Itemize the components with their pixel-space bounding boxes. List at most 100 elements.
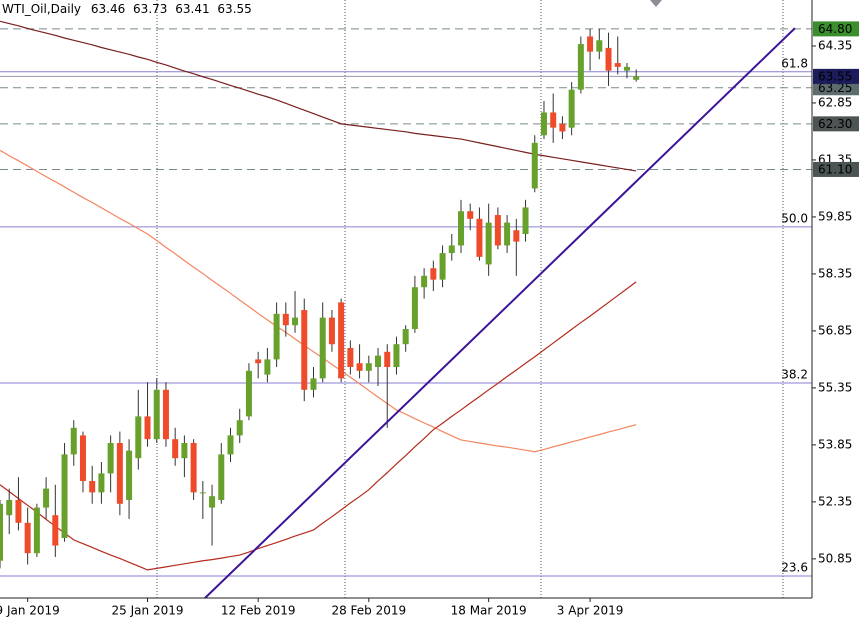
candle-body <box>61 454 68 538</box>
candle-body <box>458 211 464 246</box>
candle-body <box>393 344 400 368</box>
fib-label: 61.8 <box>781 56 808 70</box>
candle-body <box>384 351 391 368</box>
candle-body <box>116 442 123 504</box>
header: WTI_Oil,Daily 63.46 63.73 63.41 63.55 <box>2 2 252 16</box>
candle-body <box>577 44 584 90</box>
open-value: 63.46 <box>91 2 125 16</box>
x-tick-label: 12 Feb 2019 <box>221 604 296 618</box>
candle-body <box>596 40 603 52</box>
candle-body <box>181 442 188 459</box>
trendline <box>204 27 796 599</box>
candle-body <box>559 123 566 132</box>
candle-body <box>107 442 114 474</box>
high-value: 63.73 <box>133 2 167 16</box>
level-tag <box>813 80 859 96</box>
y-tick-label: 50.85 <box>818 551 852 565</box>
candle-body <box>172 439 179 459</box>
candle-body <box>301 310 308 390</box>
candle-body <box>485 222 492 265</box>
candle-body <box>421 275 428 288</box>
fib-label: 50.0 <box>781 211 808 225</box>
candle-body <box>264 359 271 375</box>
level-tag-label: 63.25 <box>818 81 852 95</box>
level-tag-label: 64.80 <box>818 22 852 36</box>
x-tick-label: 25 Jan 2019 <box>112 604 184 618</box>
level-tag <box>813 116 859 132</box>
candle-body <box>209 496 216 508</box>
candle-body <box>52 515 59 546</box>
candle-body <box>282 313 289 326</box>
candle-body <box>633 76 640 80</box>
candle-body <box>375 355 382 368</box>
candle-body <box>199 492 206 494</box>
candle-body <box>33 507 40 554</box>
current-price-label: 63.55 <box>818 69 852 83</box>
candle-body <box>513 230 520 242</box>
candle-body <box>522 207 529 235</box>
candle-body <box>89 480 96 493</box>
candle-body <box>79 435 86 481</box>
candle-body <box>273 313 280 360</box>
candle-body <box>568 89 575 128</box>
candle-body <box>476 218 483 257</box>
candle-body <box>0 503 3 561</box>
candle-body <box>540 112 547 136</box>
x-tick-label: 28 Feb 2019 <box>331 604 406 618</box>
y-tick-label: 52.35 <box>818 494 852 508</box>
y-tick-label: 62.85 <box>818 95 852 109</box>
y-tick-label: 56.85 <box>818 323 852 337</box>
candle-body <box>402 329 409 345</box>
candle-body <box>448 245 455 254</box>
candle-body <box>6 499 13 516</box>
shift-marker <box>650 0 662 7</box>
y-tick-label: 55.35 <box>818 380 852 394</box>
candle-body <box>430 268 437 280</box>
x-tick-label: 9 Jan 2019 <box>0 604 60 618</box>
close-value: 63.55 <box>217 2 251 16</box>
x-tick-label: 3 Apr 2019 <box>557 604 624 618</box>
moving-average <box>0 149 637 453</box>
candle-body <box>218 454 225 500</box>
candle-body <box>162 389 169 440</box>
level-tag <box>813 21 859 37</box>
candle-body <box>550 112 557 128</box>
candle-body <box>605 47 612 71</box>
candle-body <box>227 435 234 455</box>
candle-body <box>356 363 363 371</box>
candle-body <box>310 378 317 390</box>
candle-body <box>98 473 105 493</box>
candle-body <box>587 36 594 52</box>
symbol: WTI_Oil,Daily <box>2 2 81 16</box>
fib-label: 38.2 <box>781 367 808 381</box>
candle-body <box>319 317 326 379</box>
moving-average <box>0 20 637 172</box>
candle-body <box>255 359 262 364</box>
low-value: 63.41 <box>175 2 209 16</box>
candle-body <box>190 442 197 493</box>
candle-body <box>439 253 446 280</box>
x-tick-label: 18 Mar 2019 <box>451 604 527 618</box>
fib-label: 23.6 <box>781 560 808 574</box>
candle-body <box>614 63 621 67</box>
level-tag <box>813 161 859 177</box>
candle-body <box>24 522 31 554</box>
current-price-tag <box>813 68 859 84</box>
candle-body <box>494 215 501 246</box>
y-tick-label: 59.85 <box>818 209 852 223</box>
y-tick-label: 64.35 <box>818 38 852 52</box>
candle-body <box>236 420 243 436</box>
candle-body <box>347 348 354 368</box>
level-tag-label: 62.30 <box>818 117 852 131</box>
moving-average <box>0 281 637 571</box>
candle-body <box>15 499 22 523</box>
candle-body <box>623 66 630 71</box>
plot: 61.850.038.223.664.3562.8561.3559.8558.3… <box>0 20 852 599</box>
candle-body <box>531 142 538 189</box>
candle-body <box>135 416 142 459</box>
candle-body <box>328 317 335 345</box>
y-tick-label: 53.85 <box>818 437 852 451</box>
